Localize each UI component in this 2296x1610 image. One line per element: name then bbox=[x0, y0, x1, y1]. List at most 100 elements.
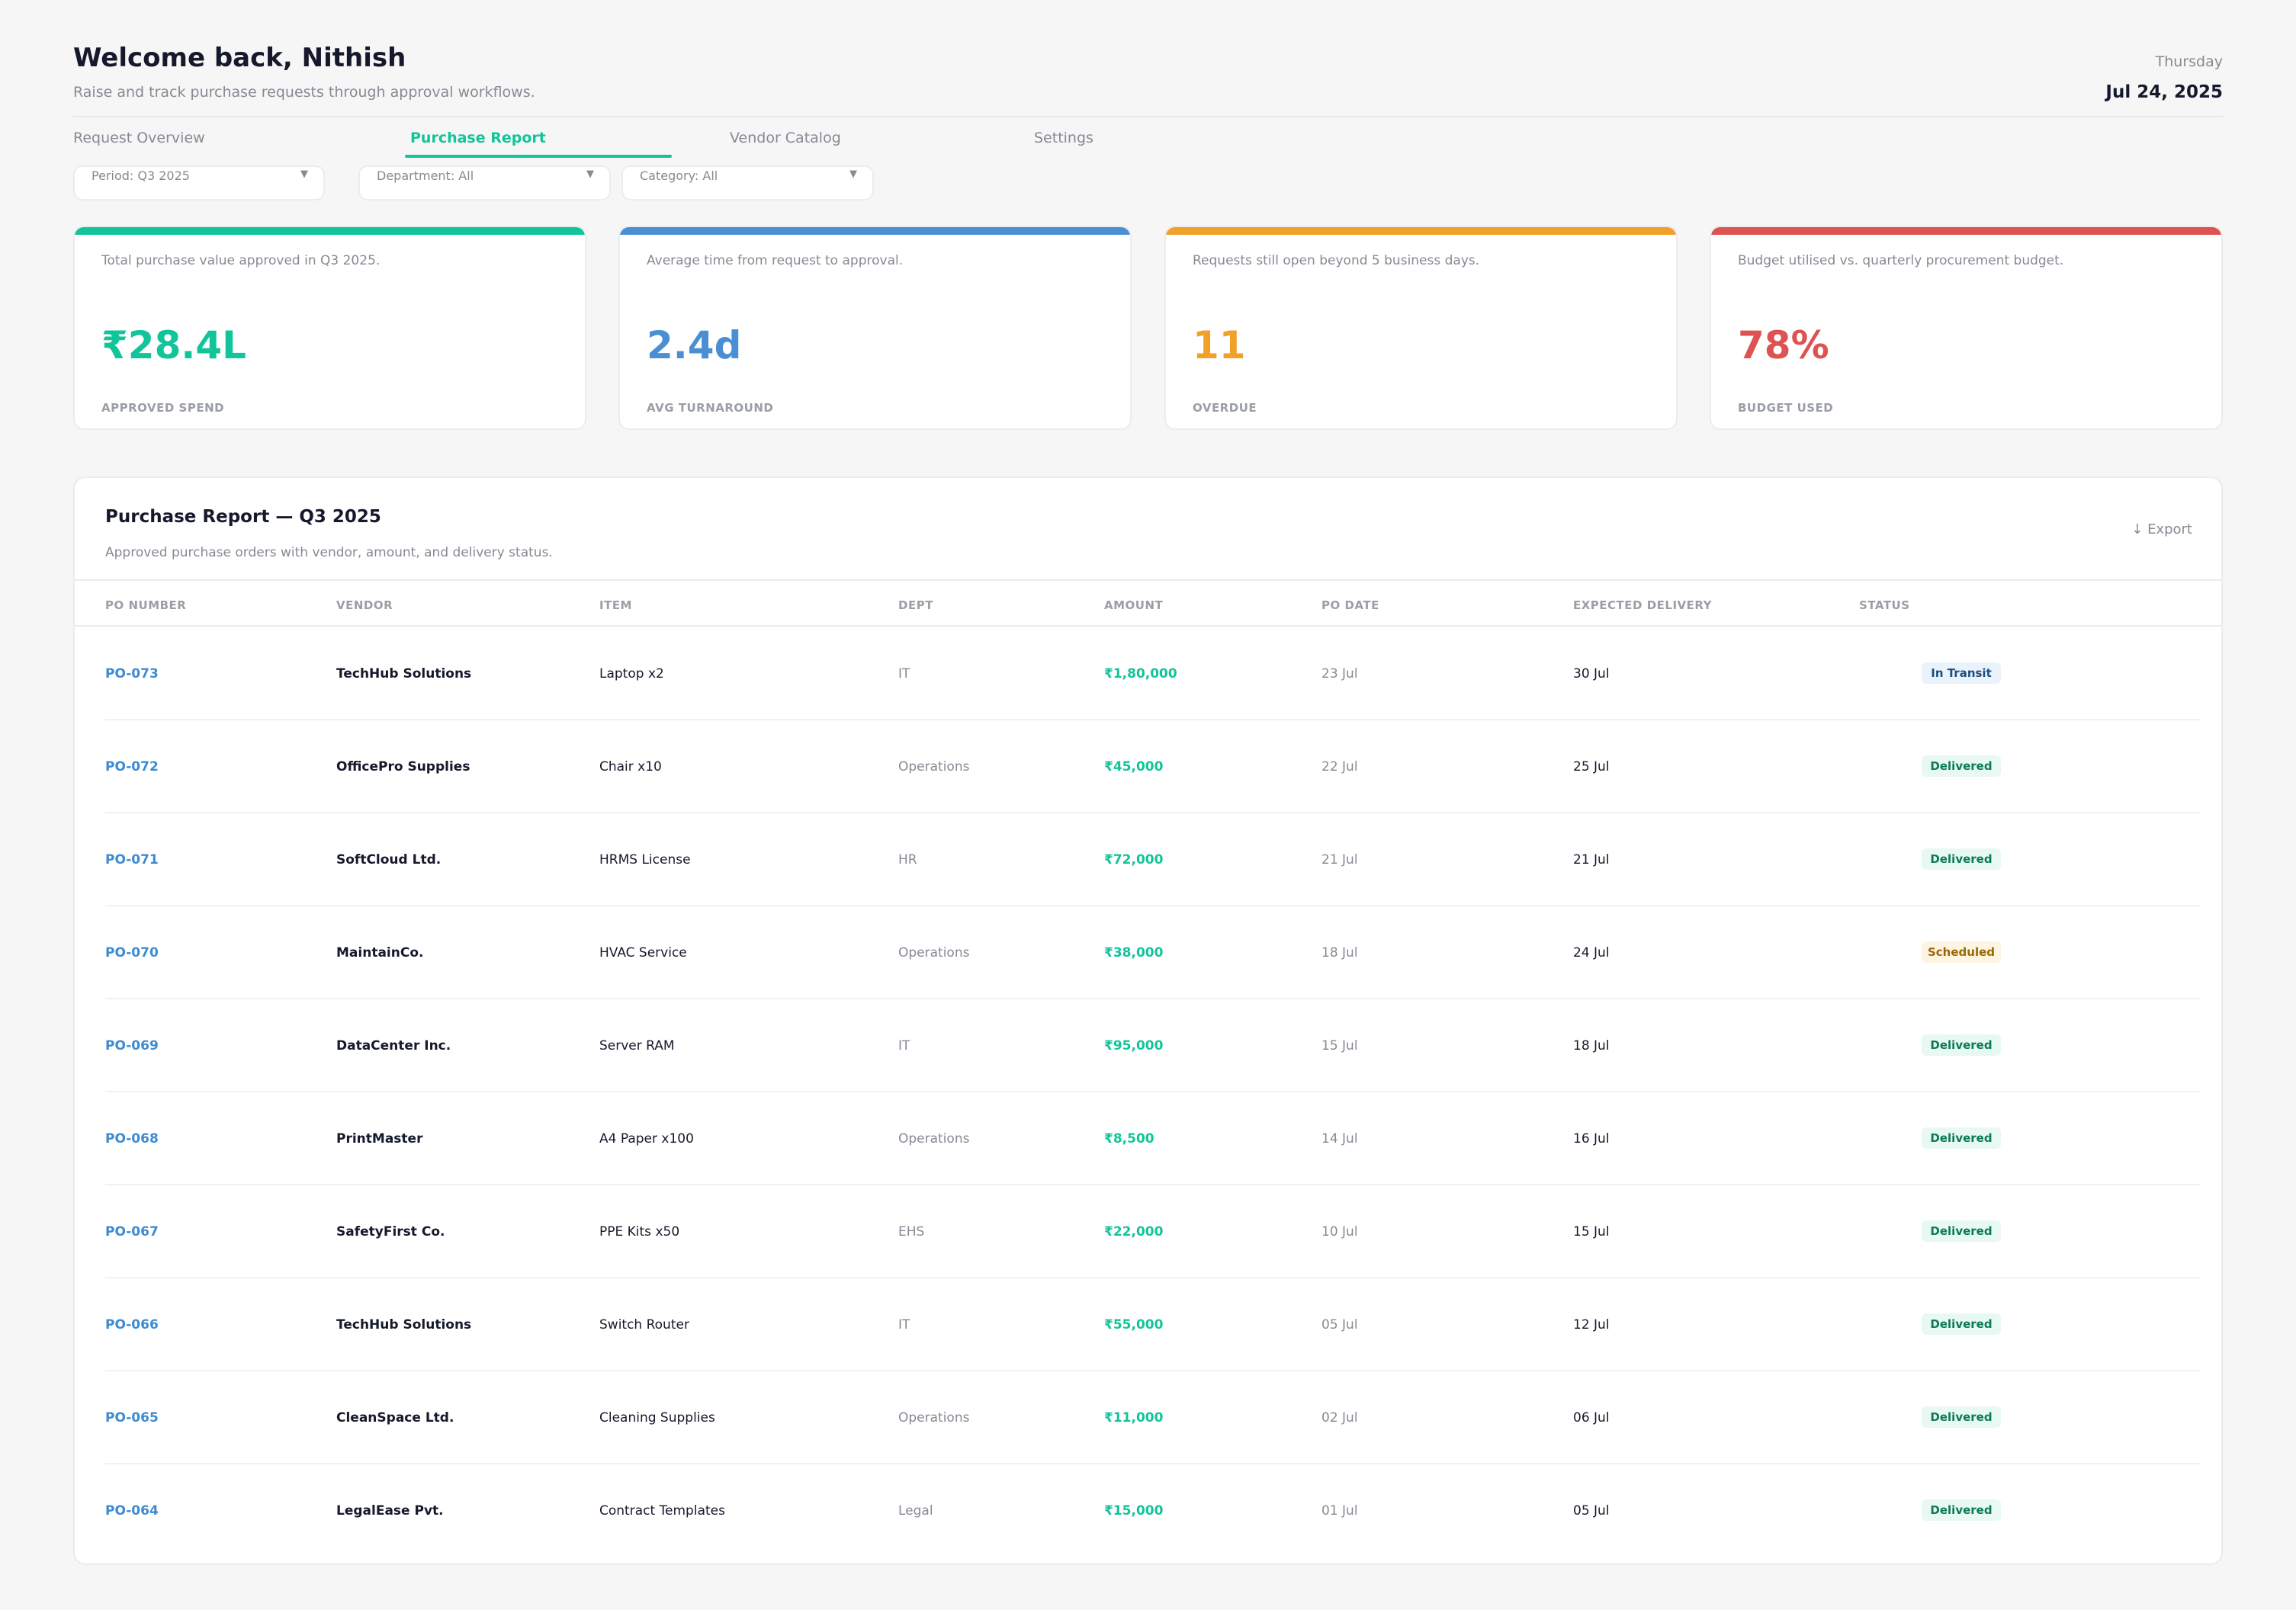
table-row[interactable]: PO-068 PrintMaster A4 Paper x100 Operations… bbox=[75, 1092, 2221, 1185]
table-row[interactable]: PO-071 SoftCloud Ltd. HRMS License HR ₹72,00… bbox=[75, 813, 2221, 906]
kpi-value: ₹28.4L bbox=[101, 323, 247, 367]
column-header-status[interactable]: STATUS bbox=[1859, 598, 1910, 612]
po-number-link[interactable]: PO-073 bbox=[105, 666, 159, 682]
kpi-value: 2.4d bbox=[647, 323, 742, 367]
amount: ₹45,000 bbox=[1104, 759, 1164, 775]
po-number-link[interactable]: PO-070 bbox=[105, 945, 159, 961]
po-number-link[interactable]: PO-068 bbox=[105, 1131, 159, 1147]
po-date: 05 Jul bbox=[1321, 1317, 1358, 1333]
po-number-link[interactable]: PO-071 bbox=[105, 852, 159, 868]
vendor-name: TechHub Solutions bbox=[336, 1317, 472, 1333]
kpi-card-budget-used: Budget utilised vs. quarterly procuremen… bbox=[1710, 226, 2223, 430]
kpi-description: Average time from request to approval. bbox=[647, 253, 904, 268]
status-badge: Scheduled bbox=[1922, 941, 2001, 963]
po-number-link[interactable]: PO-069 bbox=[105, 1038, 159, 1054]
kpi-accent-bar bbox=[1711, 227, 2221, 235]
row-divider bbox=[105, 1370, 2200, 1371]
expected-delivery: 18 Jul bbox=[1573, 1038, 1610, 1054]
item-name: Server RAM bbox=[599, 1038, 675, 1054]
column-header-dept[interactable]: DEPT bbox=[898, 598, 933, 612]
po-number-link[interactable]: PO-065 bbox=[105, 1410, 159, 1426]
department: EHS bbox=[898, 1224, 925, 1240]
expected-delivery: 16 Jul bbox=[1573, 1131, 1610, 1147]
page-subtitle: Raise and track purchase requests throug… bbox=[73, 84, 535, 101]
po-number-link[interactable]: PO-072 bbox=[105, 759, 159, 775]
expected-delivery: 21 Jul bbox=[1573, 852, 1610, 868]
kpi-description: Requests still open beyond 5 business da… bbox=[1193, 253, 1480, 268]
status-badge: Delivered bbox=[1922, 848, 2001, 870]
column-header-expected-delivery[interactable]: EXPECTED DELIVERY bbox=[1573, 598, 1712, 612]
tab-vendor-catalog[interactable]: Vendor Catalog bbox=[730, 130, 841, 146]
kpi-accent-bar bbox=[1166, 227, 1676, 235]
period-filter[interactable]: Period: Q3 2025 ▼ bbox=[73, 165, 325, 200]
report-title: Purchase Report — Q3 2025 bbox=[105, 507, 381, 527]
amount: ₹38,000 bbox=[1104, 945, 1164, 961]
vendor-name: SoftCloud Ltd. bbox=[336, 852, 442, 868]
row-divider bbox=[105, 998, 2200, 999]
po-number-link[interactable]: PO-067 bbox=[105, 1224, 159, 1240]
report-subtitle: Approved purchase orders with vendor, am… bbox=[105, 545, 553, 560]
table-row[interactable]: PO-065 CleanSpace Ltd. Cleaning Supplies Op… bbox=[75, 1371, 2221, 1464]
column-header-po-number[interactable]: PO NUMBER bbox=[105, 598, 187, 612]
vendor-name: MaintainCo. bbox=[336, 945, 424, 961]
department: Operations bbox=[898, 945, 970, 961]
expected-delivery: 24 Jul bbox=[1573, 945, 1610, 961]
status-badge: In Transit bbox=[1922, 662, 2001, 684]
amount: ₹11,000 bbox=[1104, 1410, 1164, 1426]
column-header-vendor[interactable]: VENDOR bbox=[336, 598, 393, 612]
vendor-name: DataCenter Inc. bbox=[336, 1038, 451, 1054]
status-badge: Delivered bbox=[1922, 755, 2001, 777]
department: Legal bbox=[898, 1503, 933, 1519]
department-filter[interactable]: Department: All ▼ bbox=[358, 165, 611, 200]
kpi-label: BUDGET USED bbox=[1738, 401, 1834, 415]
tab-settings[interactable]: Settings bbox=[1034, 130, 1093, 146]
kpi-value: 78% bbox=[1738, 323, 1829, 367]
vendor-name: SafetyFirst Co. bbox=[336, 1224, 445, 1240]
chevron-down-icon: ▼ bbox=[300, 168, 308, 180]
po-date: 14 Jul bbox=[1321, 1131, 1358, 1147]
po-number-link[interactable]: PO-066 bbox=[105, 1317, 159, 1333]
column-header-amount[interactable]: AMOUNT bbox=[1104, 598, 1164, 612]
export-button[interactable]: ↓ Export bbox=[2131, 521, 2192, 537]
table-row[interactable]: PO-072 OfficePro Supplies Chair x10 Operati… bbox=[75, 720, 2221, 813]
po-number-link[interactable]: PO-064 bbox=[105, 1503, 159, 1519]
category-filter[interactable]: Category: All ▼ bbox=[621, 165, 874, 200]
tab-purchase-report[interactable]: Purchase Report bbox=[410, 130, 546, 146]
department: Operations bbox=[898, 759, 970, 775]
po-date: 01 Jul bbox=[1321, 1503, 1358, 1519]
kpi-card-avg-turnaround: Average time from request to approval. 2… bbox=[618, 226, 1132, 430]
column-header-po-date[interactable]: PO DATE bbox=[1321, 598, 1379, 612]
item-name: Chair x10 bbox=[599, 759, 662, 775]
header-divider bbox=[73, 116, 2223, 117]
chevron-down-icon: ▼ bbox=[849, 168, 857, 180]
kpi-label: AVG TURNAROUND bbox=[647, 401, 774, 415]
row-divider bbox=[105, 719, 2200, 720]
po-date: 02 Jul bbox=[1321, 1410, 1358, 1426]
kpi-label: APPROVED SPEND bbox=[101, 401, 225, 415]
expected-delivery: 30 Jul bbox=[1573, 666, 1610, 682]
item-name: PPE Kits x50 bbox=[599, 1224, 680, 1240]
table-row[interactable]: PO-064 LegalEase Pvt. Contract Templates Le… bbox=[75, 1464, 2221, 1557]
amount: ₹22,000 bbox=[1104, 1224, 1164, 1240]
table-row[interactable]: PO-069 DataCenter Inc. Server RAM IT ₹95,000… bbox=[75, 999, 2221, 1092]
department: IT bbox=[898, 1038, 910, 1054]
table-row[interactable]: PO-066 TechHub Solutions Switch Router IT ₹5… bbox=[75, 1278, 2221, 1371]
amount: ₹8,500 bbox=[1104, 1131, 1154, 1147]
expected-delivery: 06 Jul bbox=[1573, 1410, 1610, 1426]
row-divider bbox=[105, 812, 2200, 813]
tab-request-overview[interactable]: Request Overview bbox=[73, 130, 205, 146]
chevron-down-icon: ▼ bbox=[586, 168, 594, 180]
table-row[interactable]: PO-067 SafetyFirst Co. PPE Kits x50 EHS ₹22,… bbox=[75, 1185, 2221, 1278]
po-date: 15 Jul bbox=[1321, 1038, 1358, 1054]
status-badge: Delivered bbox=[1922, 1220, 2001, 1242]
column-header-item[interactable]: ITEM bbox=[599, 598, 632, 612]
amount: ₹72,000 bbox=[1104, 852, 1164, 868]
status-badge: Delivered bbox=[1922, 1127, 2001, 1149]
department: IT bbox=[898, 1317, 910, 1333]
expected-delivery: 15 Jul bbox=[1573, 1224, 1610, 1240]
table-row[interactable]: PO-070 MaintainCo. HVAC Service Operations ₹… bbox=[75, 906, 2221, 999]
period-filter-label: Period: Q3 2025 bbox=[92, 168, 190, 183]
table-row[interactable]: PO-073 TechHub Solutions Laptop x2 IT ₹1,80,… bbox=[75, 627, 2221, 720]
status-badge: Delivered bbox=[1922, 1406, 2001, 1428]
department: HR bbox=[898, 852, 917, 868]
